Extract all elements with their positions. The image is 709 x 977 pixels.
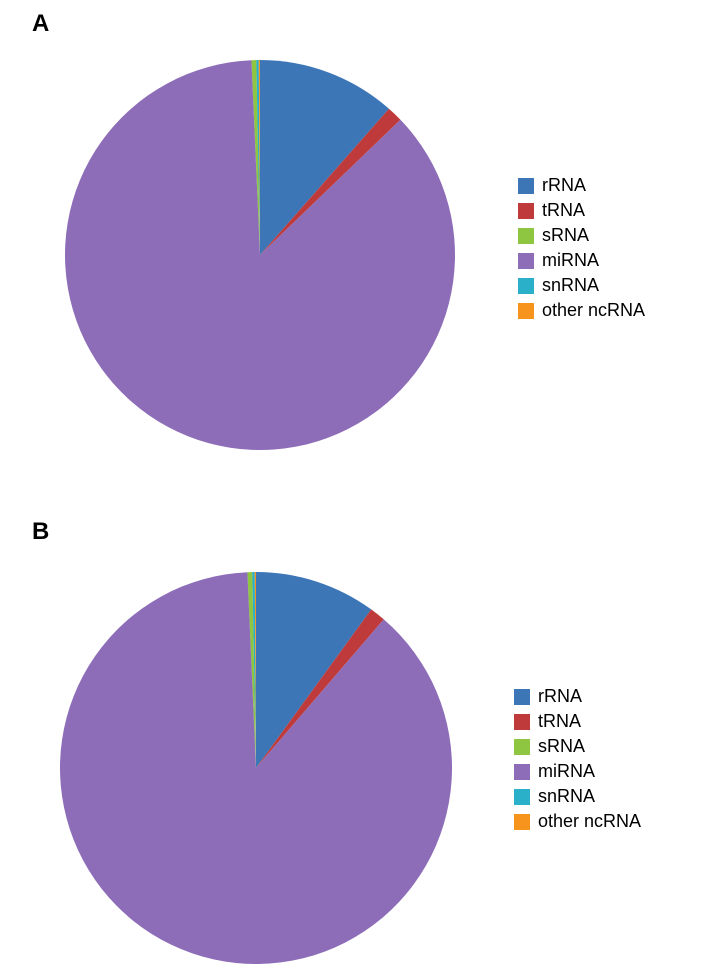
legend-label: snRNA (542, 275, 599, 296)
legend-label: other ncRNA (542, 300, 645, 321)
legend-item-sRNA: sRNA (518, 225, 645, 246)
legend-swatch (518, 278, 534, 294)
panel-b-legend: rRNA tRNA sRNA miRNA snRNA other ncRNA (514, 686, 641, 836)
legend-swatch (518, 228, 534, 244)
legend-swatch (514, 689, 530, 705)
legend-item-snRNA: snRNA (518, 275, 645, 296)
legend-label: sRNA (542, 225, 589, 246)
legend-label: miRNA (538, 761, 595, 782)
legend-item-miRNA: miRNA (514, 761, 641, 782)
legend-label: rRNA (542, 175, 586, 196)
legend-label: sRNA (538, 736, 585, 757)
legend-swatch (514, 814, 530, 830)
legend-label: other ncRNA (538, 811, 641, 832)
legend-label: tRNA (542, 200, 585, 221)
legend-label: miRNA (542, 250, 599, 271)
panel-a-label: A (32, 10, 49, 38)
legend-item-tRNA: tRNA (514, 711, 641, 732)
panel-b-pie (56, 568, 456, 968)
panel-a: A rRNA tRNA sRNA miRNA snRNA other ncRNA (0, 0, 709, 488)
legend-item-rRNA: rRNA (514, 686, 641, 707)
legend-item-other-ncRNA: other ncRNA (514, 811, 641, 832)
legend-label: snRNA (538, 786, 595, 807)
legend-swatch (518, 178, 534, 194)
legend-swatch (514, 764, 530, 780)
legend-swatch (518, 203, 534, 219)
panel-a-pie (61, 56, 459, 454)
legend-item-rRNA: rRNA (518, 175, 645, 196)
legend-swatch (518, 303, 534, 319)
legend-swatch (514, 714, 530, 730)
legend-item-sRNA: sRNA (514, 736, 641, 757)
legend-item-miRNA: miRNA (518, 250, 645, 271)
legend-swatch (514, 789, 530, 805)
panel-b: B rRNA tRNA sRNA miRNA snRNA other ncRNA (0, 488, 709, 977)
panel-a-legend: rRNA tRNA sRNA miRNA snRNA other ncRNA (518, 175, 645, 325)
legend-item-other-ncRNA: other ncRNA (518, 300, 645, 321)
legend-item-snRNA: snRNA (514, 786, 641, 807)
legend-label: rRNA (538, 686, 582, 707)
panel-b-label: B (32, 518, 49, 546)
legend-label: tRNA (538, 711, 581, 732)
legend-swatch (518, 253, 534, 269)
legend-item-tRNA: tRNA (518, 200, 645, 221)
legend-swatch (514, 739, 530, 755)
